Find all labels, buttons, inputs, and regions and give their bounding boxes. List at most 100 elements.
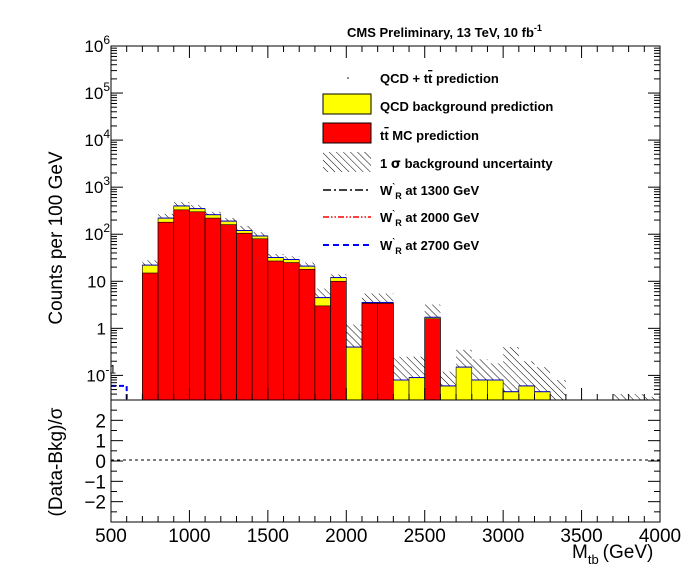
ttbar-bar: [424, 318, 441, 401]
svg-text:W`R at 2700 GeV: W`R at 2700 GeV: [380, 237, 479, 256]
ttbar-bar: [142, 272, 159, 401]
ratio-tick-label: −2: [84, 493, 106, 514]
x-tick-label: 3000: [482, 526, 524, 547]
ttbar-bar: [157, 221, 175, 401]
qcd-bar: [455, 366, 473, 401]
y-tick-label: 103: [84, 174, 110, 197]
stacked-bars: [142, 205, 660, 401]
uncertainty-hatch: [487, 363, 504, 380]
ratio-tick-label: 1: [95, 432, 106, 453]
lumi-exponent: -1: [534, 23, 542, 33]
ttbar-bar: [314, 305, 331, 401]
x-tick-label: 1500: [247, 526, 289, 547]
qcd-bar: [393, 379, 410, 401]
ratio-plot-frame: [110, 399, 661, 523]
x-tick-label: 500: [95, 526, 127, 547]
uncertainty-hatch: [158, 213, 174, 219]
ttbar-bar: [173, 209, 190, 401]
ttbar-bar: [204, 217, 222, 401]
ttbar-bar: [189, 211, 206, 401]
signal-curves: [111, 384, 128, 400]
ttbar-bar: [377, 303, 394, 401]
ttbar-bar: [283, 262, 300, 401]
x-axis-title: Mtb (GeV): [572, 542, 653, 567]
legend-entry-uncertainty: 1 σ background uncertainty: [323, 152, 553, 172]
uncertainty-hatch: [518, 361, 535, 386]
y-tick-label: 104: [84, 127, 110, 150]
legend-entry-qcd: QCD background prediction: [322, 93, 553, 115]
uncertainty-hatch: [503, 347, 519, 392]
y-tick-label: 10: [87, 272, 106, 291]
uncertainty-hatch: [377, 293, 394, 303]
ratio-tick-label: 2: [95, 411, 106, 432]
qcd-bar: [534, 391, 551, 401]
y-tick-label: 1: [97, 319, 106, 338]
x-tick-label: 2500: [404, 526, 446, 547]
uncertainty-hatch: [393, 356, 410, 380]
svg-text:tt MC prediction: tt MC prediction: [380, 128, 479, 143]
qcd-bar: [487, 379, 504, 401]
qcd-bar: [345, 346, 363, 401]
x-tick-label: 1000: [168, 526, 210, 547]
qcd-bar: [408, 377, 426, 401]
qcd-bar: [502, 391, 520, 401]
uncertainty-hatch: [220, 218, 237, 222]
qcd-bar: [471, 379, 488, 401]
ttbar-bar: [267, 260, 284, 401]
uncertainty-hatch: [142, 260, 159, 266]
legend-entry-ttbar: tt MC prediction: [322, 122, 479, 144]
legend-entry-w2700: W`R at 2700 GeV: [323, 237, 479, 256]
y-tick-label: 102: [84, 221, 110, 244]
ttbar-bar: [220, 224, 237, 401]
uncertainty-hatch: [267, 253, 284, 258]
uncertainty-hatch: [361, 293, 378, 303]
x-tick-label: 2000: [325, 526, 367, 547]
uncertainty-hatch: [330, 274, 347, 278]
qcd-bar: [440, 385, 457, 401]
legend-entry-w1300: W`R at 1300 GeV: [323, 182, 479, 201]
legend: QCD + tt prediction QCD background predi…: [322, 71, 553, 256]
uncertainty-hatch: [346, 324, 362, 348]
y-tick-label: 106: [84, 33, 110, 56]
ttbar-bar: [330, 280, 347, 401]
uncertainty-hatch: [628, 394, 645, 400]
ttbar-bar: [361, 303, 378, 401]
x-tick-label: 4000: [639, 526, 681, 547]
svg-text:W`R at 1300 GeV: W`R at 1300 GeV: [380, 182, 479, 201]
x-axis-ticks: 500 1000 1500 2000 2500 3000 3500 4000: [95, 510, 681, 547]
cms-header: CMS Preliminary, 13 TeV, 10 fb-1: [347, 23, 542, 40]
uncertainty-hatch: [456, 349, 472, 368]
ratio-tick-label: 0: [95, 452, 106, 473]
uncertainty-hatch: [299, 262, 315, 267]
uncertainty-hatch: [173, 202, 190, 206]
uncertainty-hatch: [236, 225, 253, 231]
ttbar-bar: [251, 238, 269, 401]
ratio-y-axis-title: (Data-Bkg)/σ: [46, 407, 67, 516]
uncertainty-hatch: [612, 394, 629, 400]
x-axis-ticks-top: [110, 46, 661, 400]
uncertainty-hatch: [283, 256, 300, 260]
uncertainty-hatch: [252, 232, 268, 236]
legend-entry-total: QCD + tt prediction: [347, 71, 499, 86]
svg-text:1 σ background uncertainty: 1 σ background uncertainty: [380, 156, 553, 172]
uncertainty-hatch: [424, 304, 441, 318]
y-axis-title: Counts per 100 GeV: [46, 151, 67, 325]
svg-text:W`R at 2000 GeV: W`R at 2000 GeV: [380, 209, 479, 228]
uncertainty-hatch: [550, 379, 566, 400]
signal-w2700-curve: [111, 384, 128, 400]
y-tick-label: 105: [84, 80, 110, 103]
uncertainty-band: [142, 202, 660, 400]
svg-text:QCD background prediction: QCD background prediction: [380, 99, 553, 114]
ttbar-bar: [236, 232, 253, 401]
uncertainty-hatch: [471, 359, 488, 380]
uncertainty-hatch: [314, 288, 331, 298]
uncertainty-hatch: [440, 371, 457, 386]
legend-entry-w2000: W`R at 2000 GeV: [323, 209, 479, 228]
uncertainty-hatch: [644, 396, 660, 400]
uncertainty-hatch: [205, 211, 221, 215]
x-tick-label: 3500: [560, 526, 602, 547]
ttbar-bar: [298, 268, 316, 401]
